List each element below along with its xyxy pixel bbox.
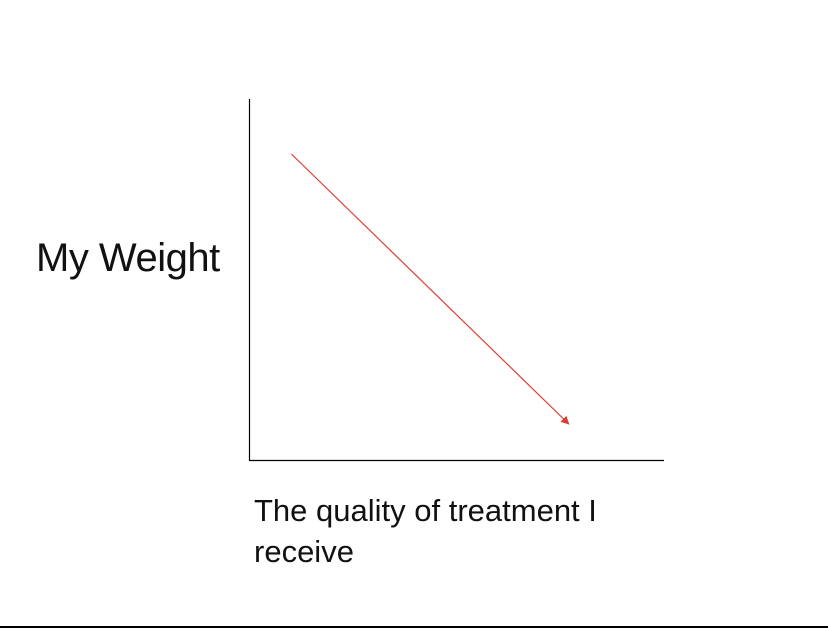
x-axis-label: The quality of treatment I receive [254,493,597,569]
y-axis-label: My Weight [36,236,220,280]
series-layer [290,153,570,425]
trend-arrow-line [290,153,570,425]
bottom-divider [0,626,828,628]
